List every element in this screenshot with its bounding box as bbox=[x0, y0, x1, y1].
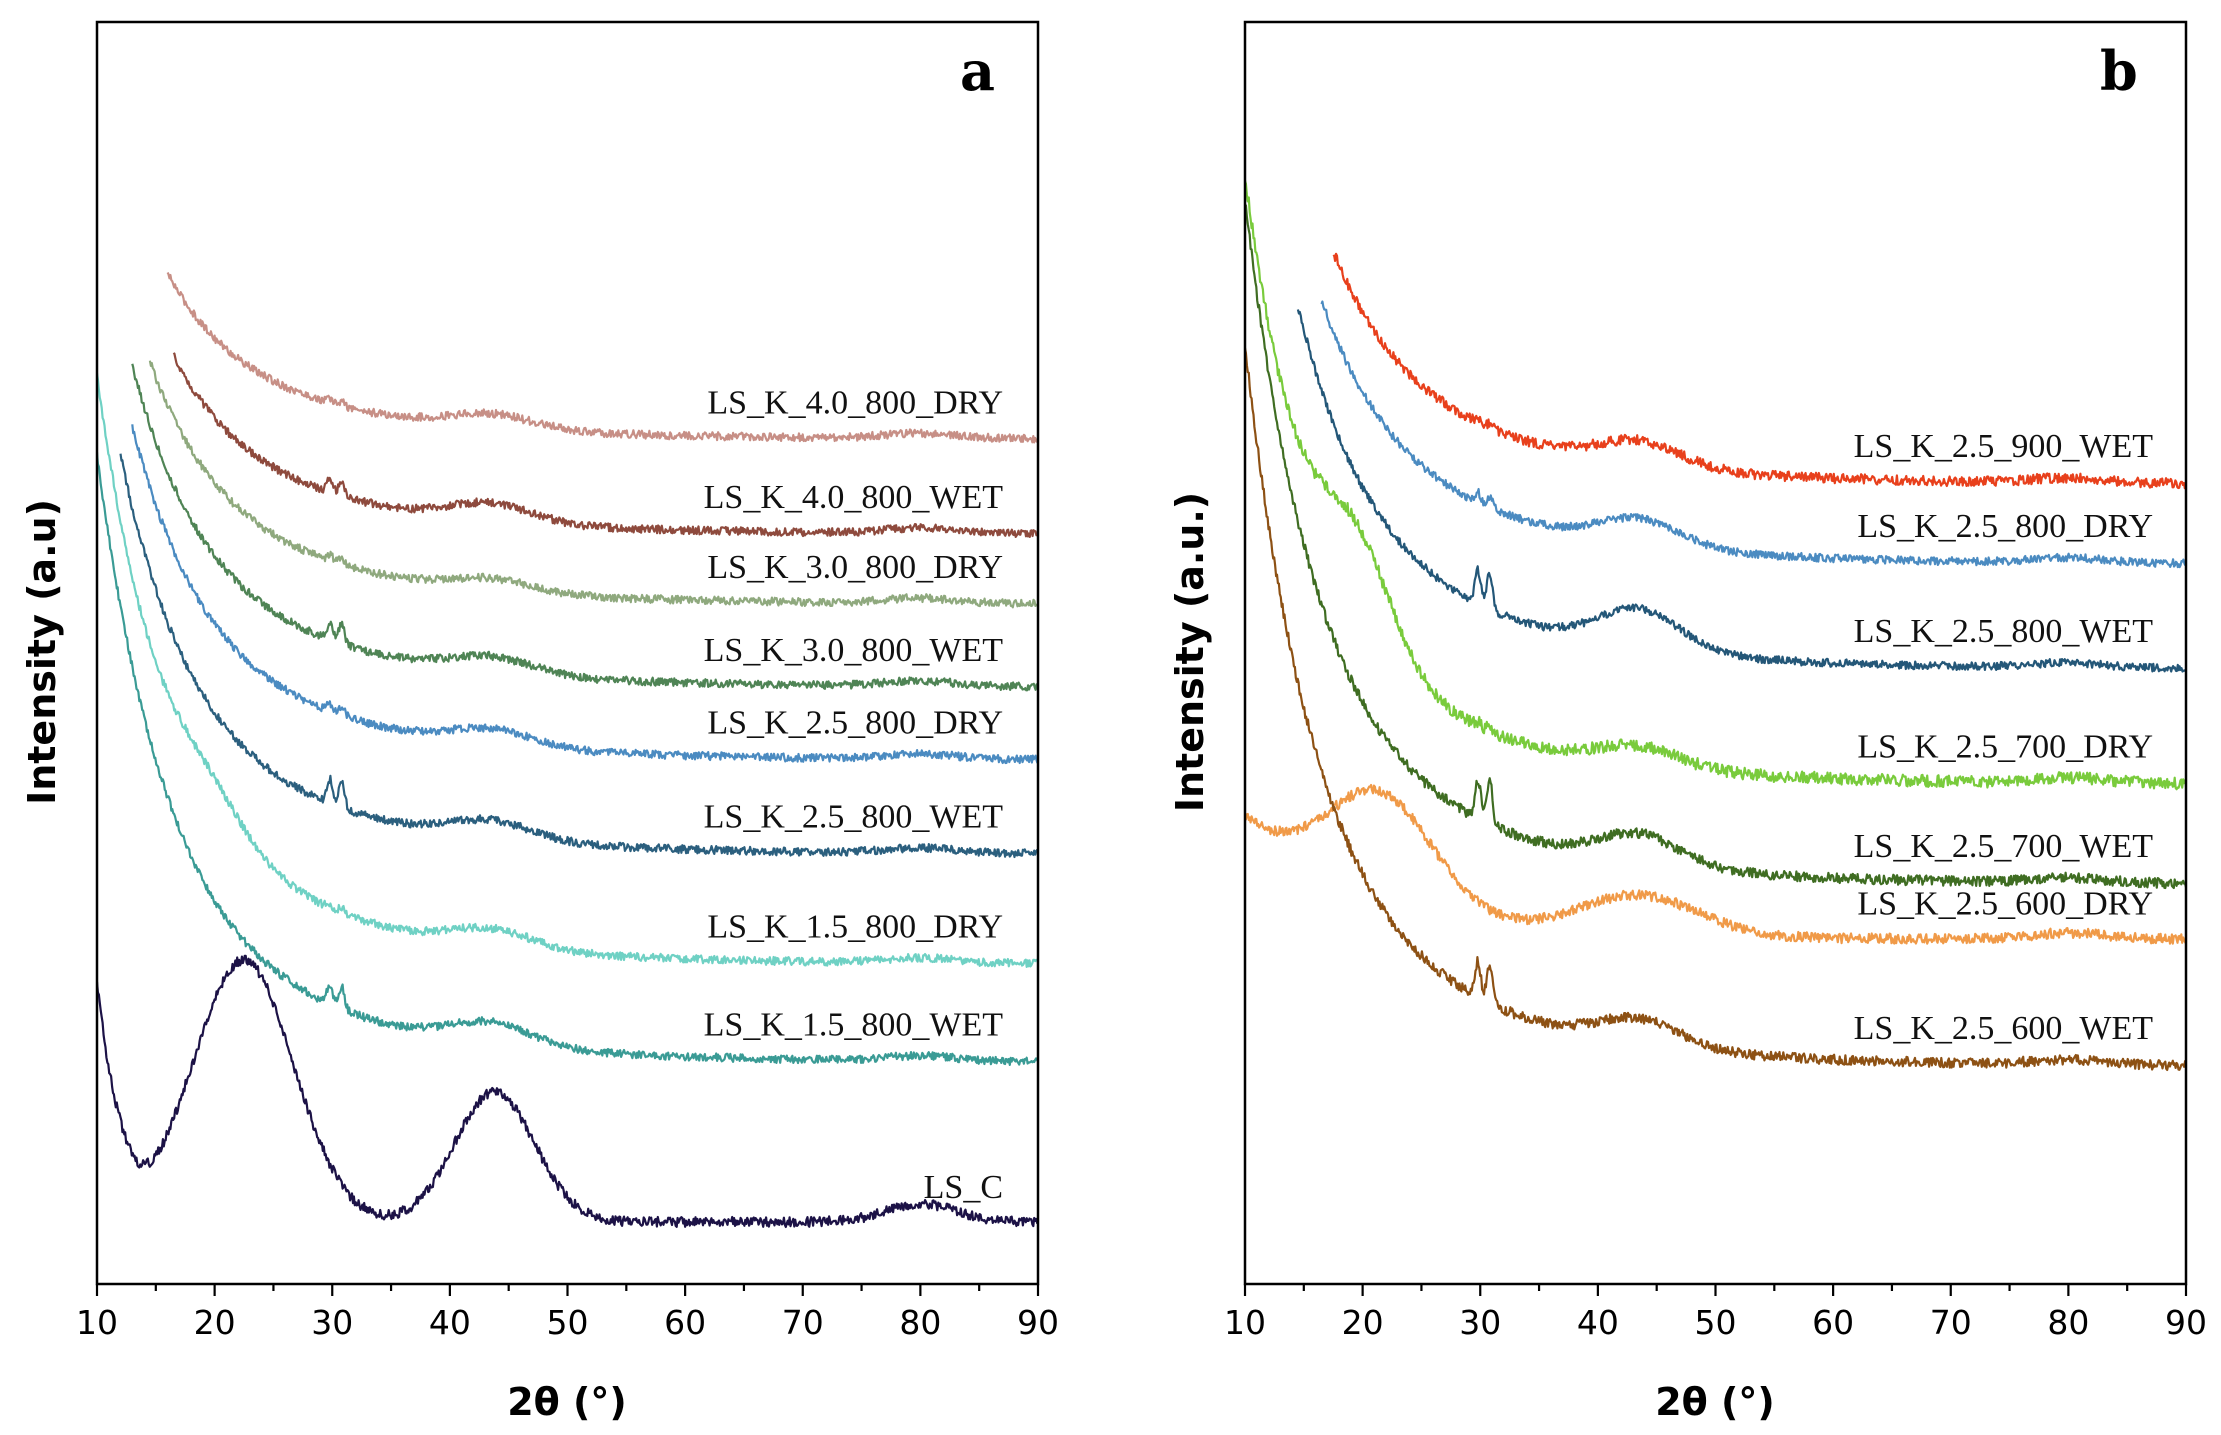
panel-b-x-title: 2θ (°) bbox=[1655, 1380, 1775, 1424]
series-line-ls-k-3-0-800-wet bbox=[131, 363, 1038, 692]
series-line-ls-k-2-5-700-wet bbox=[1245, 203, 2186, 890]
series-line-ls-k-2-5-800-dry bbox=[131, 424, 1038, 765]
series-label-ls-k-1-5-800-dry: LS_K_1.5_800_DRY bbox=[707, 908, 1003, 945]
x-tick-label: 80 bbox=[2047, 1303, 2089, 1342]
series-label-ls-c: LS_C bbox=[924, 1169, 1003, 1206]
series-label-ls-k-2-5-700-dry: LS_K_2.5_700_DRY bbox=[1857, 728, 2153, 765]
series-line-ls-k-4-0-800-wet bbox=[172, 352, 1038, 538]
x-tick-label: 70 bbox=[1930, 1303, 1972, 1342]
panel-a-x-title: 2θ (°) bbox=[507, 1380, 627, 1424]
series-line-ls-k-2-5-900-wet bbox=[1332, 252, 2186, 490]
series-label-ls-k-2-5-600-dry: LS_K_2.5_600_DRY bbox=[1857, 886, 2153, 923]
x-tick-label: 60 bbox=[664, 1303, 706, 1342]
series-label-ls-k-2-5-700-wet: LS_K_2.5_700_WET bbox=[1854, 828, 2154, 865]
x-tick-label: 50 bbox=[547, 1303, 589, 1342]
panel-a-letter: a bbox=[960, 39, 995, 103]
x-tick-label: 20 bbox=[194, 1303, 236, 1342]
panel-b-x-ticks: 10 20 30 40 50 60 70 80 90 bbox=[1224, 1284, 2207, 1342]
x-tick-label: 40 bbox=[429, 1303, 471, 1342]
x-tick-label: 30 bbox=[1459, 1303, 1501, 1342]
panel-a-series-group bbox=[97, 272, 1038, 1229]
x-tick-label: 20 bbox=[1342, 1303, 1384, 1342]
panel-a-x-ticks: 10 20 30 40 50 60 70 80 90 bbox=[76, 1284, 1059, 1342]
x-tick-label: 90 bbox=[1017, 1303, 1059, 1342]
series-line-ls-k-1-5-800-wet bbox=[97, 452, 1038, 1066]
series-label-ls-k-4-0-800-wet: LS_K_4.0_800_WET bbox=[704, 479, 1004, 516]
panel-b-letter: b bbox=[2100, 39, 2138, 103]
series-line-ls-k-2-5-800-dry bbox=[1320, 300, 2186, 569]
series-line-ls-c bbox=[97, 954, 1038, 1229]
x-tick-label: 40 bbox=[1577, 1303, 1619, 1342]
x-tick-label: 80 bbox=[899, 1303, 941, 1342]
x-tick-label: 90 bbox=[2165, 1303, 2207, 1342]
panel-b-y-title: Intensity (a.u.) bbox=[1168, 492, 1212, 812]
series-line-ls-k-2-5-600-dry bbox=[1245, 783, 2186, 945]
series-label-ls-k-1-5-800-wet: LS_K_1.5_800_WET bbox=[704, 1006, 1004, 1043]
series-label-ls-k-2-5-900-wet: LS_K_2.5_900_WET bbox=[1854, 428, 2154, 465]
panel-a: LS_K_4.0_800_DRY LS_K_4.0_800_WET LS_K_3.0… bbox=[20, 20, 1059, 1424]
series-line-ls-k-2-5-800-wet bbox=[119, 453, 1038, 859]
x-tick-label: 10 bbox=[76, 1303, 118, 1342]
panel-b-frame bbox=[1243, 20, 2188, 1286]
panel-b-series-group bbox=[1245, 180, 2186, 1071]
panel-a-series-labels: LS_K_4.0_800_DRY LS_K_4.0_800_WET LS_K_3.0… bbox=[704, 384, 1004, 1206]
panel-b-series-labels: LS_K_2.5_900_WET LS_K_2.5_800_DRY LS_K_2.5… bbox=[1854, 428, 2154, 1047]
series-line-ls-k-2-5-600-wet bbox=[1245, 347, 2186, 1071]
series-label-ls-k-2-5-800-wet: LS_K_2.5_800_WET bbox=[1854, 613, 2154, 650]
series-line-ls-k-3-0-800-dry bbox=[148, 360, 1038, 609]
x-tick-label: 60 bbox=[1812, 1303, 1854, 1342]
series-line-ls-k-2-5-800-wet bbox=[1296, 309, 2186, 673]
series-label-ls-k-2-5-800-wet: LS_K_2.5_800_WET bbox=[704, 799, 1004, 836]
series-line-ls-k-4-0-800-dry bbox=[166, 272, 1038, 444]
series-label-ls-k-2-5-600-wet: LS_K_2.5_600_WET bbox=[1854, 1010, 2154, 1047]
series-label-ls-k-3-0-800-wet: LS_K_3.0_800_WET bbox=[704, 632, 1004, 669]
panel-a-y-title: Intensity (a.u) bbox=[20, 499, 64, 805]
series-label-ls-k-3-0-800-dry: LS_K_3.0_800_DRY bbox=[707, 549, 1003, 586]
x-tick-label: 50 bbox=[1695, 1303, 1737, 1342]
x-tick-label: 70 bbox=[782, 1303, 824, 1342]
series-line-ls-k-2-5-700-dry bbox=[1245, 180, 2186, 791]
x-tick-label: 10 bbox=[1224, 1303, 1266, 1342]
series-label-ls-k-2-5-800-dry: LS_K_2.5_800_DRY bbox=[707, 705, 1003, 742]
panel-b: LS_K_2.5_900_WET LS_K_2.5_800_DRY LS_K_2.5… bbox=[1168, 20, 2207, 1424]
series-label-ls-k-2-5-800-dry: LS_K_2.5_800_DRY bbox=[1857, 508, 2153, 545]
series-line-ls-k-1-5-800-dry bbox=[97, 372, 1038, 968]
series-label-ls-k-4-0-800-dry: LS_K_4.0_800_DRY bbox=[707, 384, 1003, 421]
x-tick-label: 30 bbox=[311, 1303, 353, 1342]
